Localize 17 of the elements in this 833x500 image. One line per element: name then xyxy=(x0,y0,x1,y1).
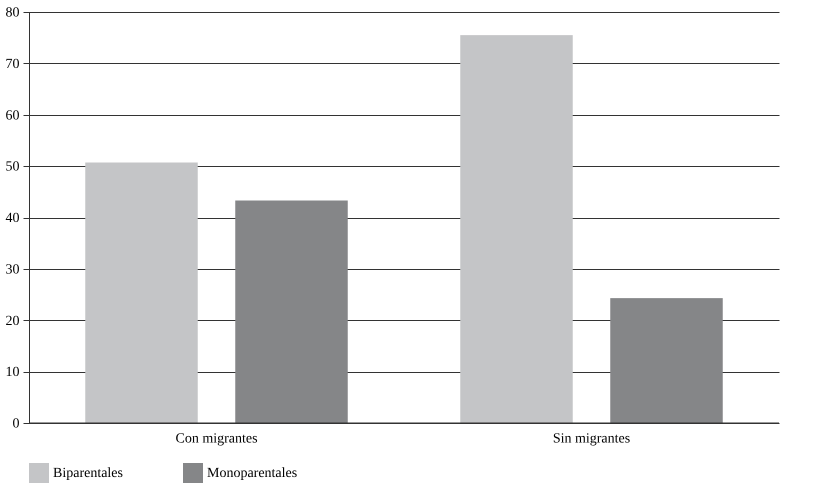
y-tick-label: 20 xyxy=(6,314,20,329)
y-tick-label: 0 xyxy=(12,416,20,432)
y-tick-label: 30 xyxy=(6,262,20,278)
x-tick-label: Sin migrantes xyxy=(552,432,630,446)
bar xyxy=(610,298,723,423)
y-tick-label: 50 xyxy=(6,160,20,175)
y-tick-label: 10 xyxy=(6,365,20,380)
y-tick-label: 40 xyxy=(6,211,20,226)
y-tick-label: 60 xyxy=(6,108,20,124)
x-tick-label: Con migrantes xyxy=(175,432,258,446)
legend-label: Biparentales xyxy=(53,466,123,481)
bar xyxy=(85,162,198,423)
bar xyxy=(235,200,348,423)
legend-label: Monoparentales xyxy=(207,466,298,481)
y-tick-label: 70 xyxy=(6,56,20,72)
y-tick-label: 80 xyxy=(6,6,20,20)
bar xyxy=(460,35,573,423)
